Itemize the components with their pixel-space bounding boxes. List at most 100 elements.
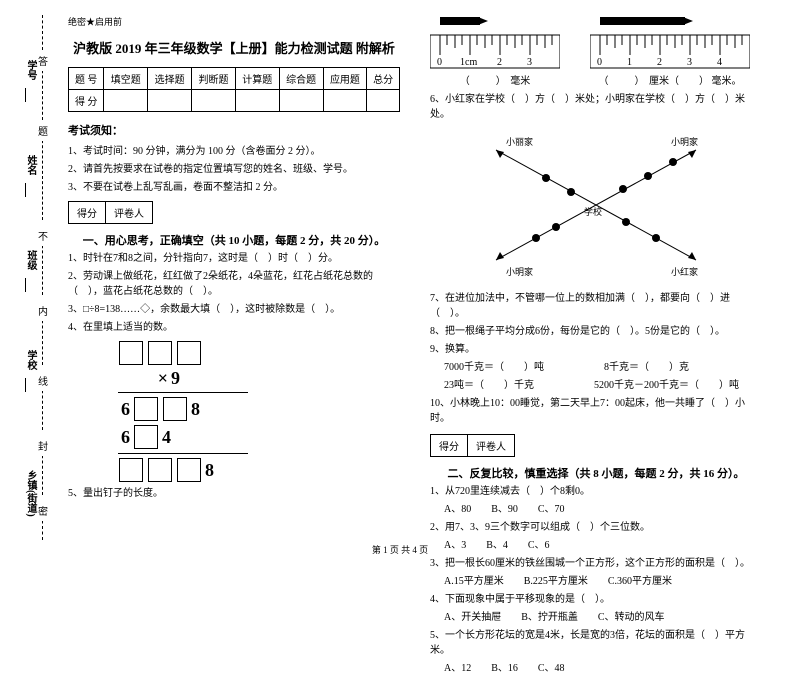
svg-text:学校: 学校 [584,206,602,217]
section1-title: 一、用心思考，正确填空（共 10 小题，每题 2 分，共 20 分）。 [68,232,400,248]
svg-text:1: 1 [627,57,632,68]
mult-9: 9 [171,368,180,389]
q9-row2: 23吨＝（ ）千克 5200千克－200千克＝（ ）吨 [444,378,762,393]
s2-q2: 2、用7、3、9三个数字可以组成（ ）个三位数。 [430,520,762,535]
s2-q3-opts: A.15平方厘米 B.225平方厘米 C.360平方厘米 [444,574,762,589]
blank-box[interactable] [177,458,201,482]
score-h: 填空题 [104,68,148,90]
grader-score: 得分 [431,435,468,456]
grader-score: 得分 [69,202,106,223]
ruler2-blank1[interactable]: （ ） [599,76,647,87]
dash-seg [42,15,43,50]
ruler1-unit: 毫米 [510,76,530,87]
q6: 6、小红家在学校（ ）方（ ）米处；小明家在学校（ ）方（ ）米处。 [430,92,762,122]
instructions-head: 考试须知： [68,122,400,138]
blank-box[interactable] [119,458,143,482]
score-cell[interactable] [148,90,192,112]
binding-char: 不 [38,225,48,246]
q2: 2、劳动课上做纸花，红红做了2朵纸花，4朵蓝花，红花占纸花总数的（ ），蓝花占纸… [68,269,400,299]
blank-box[interactable] [134,425,158,449]
class-field[interactable] [25,278,35,292]
mult-8: 8 [191,399,200,420]
svg-text:小明家: 小明家 [506,266,533,277]
score-cell[interactable] [235,90,279,112]
confidential-note: 绝密★启用前 [68,15,400,28]
dash-seg [42,385,43,430]
id-field[interactable] [25,88,35,102]
ruler2-unit-a: 厘米（ ） [649,76,709,87]
svg-text:小明家: 小明家 [671,136,698,147]
field-label-school: 学校 [23,350,38,370]
exam-title: 沪教版 2019 年三年级数学【上册】能力检测试题 附解析 [68,38,400,57]
binding-char: 题 [38,120,48,141]
score-cell[interactable] [323,90,367,112]
s2-q2-opts: A、3 B、4 C、6 [444,538,762,553]
ruler1-blank[interactable]: （ ） [460,76,508,87]
grader-name: 评卷人 [106,202,152,223]
blank-box[interactable] [177,341,201,365]
s2-q5-opts: A、12 B、16 C、48 [444,661,762,676]
s2-q5: 5、一个长方形花坛的宽是4米，长是宽的3倍，花坛的面积是（ ）平方米。 [430,628,762,658]
s2-q4: 4、下面现象中属于平移现象的是（ ）。 [430,592,762,607]
score-h: 应用题 [323,68,367,90]
dash-seg [42,240,43,295]
grader-box: 得分 评卷人 [68,201,153,224]
q9: 9、换算。 [430,342,762,357]
s2-q4-opts: A、开关抽屉 B、拧开瓶盖 C、转动的风车 [444,610,762,625]
s2-q3: 3、把一根长60厘米的铁丝围城一个正方形，这个正方形的面积是（ ）。 [430,556,762,571]
q4: 4、在里填上适当的数。 [68,320,400,335]
q7: 7、在进位加法中，不管哪一位上的数相加满（ ），都要向（ ）进（ ）。 [430,291,762,321]
mult-6: 6 [121,399,130,420]
svg-text:2: 2 [497,57,502,68]
dash-seg [42,450,43,495]
svg-text:3: 3 [687,57,692,68]
ruler-2: 0 1 2 3 4 （ ） 厘米（ ） 毫米。 [590,15,750,87]
dash-seg [42,135,43,220]
score-table: 题 号 填空题 选择题 判断题 计算题 综合题 应用题 总分 得 分 [68,67,400,112]
field-label-id: 学号 [23,60,38,80]
svg-text:2: 2 [657,57,662,68]
binding-margin: 答 题 不 内 线 封 密 学号 姓名 班级 学校 乡镇(街道) [0,0,55,540]
rulers: 0 1cm 2 3 （ ） 毫米 [430,15,762,87]
score-h: 计算题 [235,68,279,90]
grader-box-2: 得分 评卷人 [430,434,515,457]
score-cell[interactable] [367,90,400,112]
field-label-class: 班级 [23,250,38,270]
mult-line [118,392,248,393]
score-cell[interactable] [192,90,236,112]
name-field[interactable] [25,183,35,197]
svg-text:小丽家: 小丽家 [506,136,533,147]
blank-box[interactable] [148,341,172,365]
mult-6: 6 [121,427,130,448]
section2-title: 二、反复比较，慎重选择（共 8 小题，每题 2 分，共 16 分）。 [430,465,762,481]
q5: 5、量出钉子的长度。 [68,486,400,501]
compass-diagram: 小丽家 小明家 小明家 小红家 学校 [430,130,762,283]
score-cell: 得 分 [69,90,104,112]
q3: 3、□÷8=138……◇，余数最大填（ ），这时被除数是（ ）。 [68,302,400,317]
q8: 8、把一根绳子平均分成6份，每份是它的（ ）。5份是它的（ ）。 [430,324,762,339]
binding-char: 答 [38,50,48,71]
blank-box[interactable] [148,458,172,482]
q9-row1: 7000千克＝（ ）吨 8千克＝（ ）克 [444,360,762,375]
binding-char: 封 [38,435,48,456]
field-label-town: 乡镇(街道) [23,470,38,517]
blank-box[interactable] [134,397,158,421]
score-h: 题 号 [69,68,104,90]
blank-box[interactable] [163,397,187,421]
grader-name: 评卷人 [468,435,514,456]
mult-sign: × [118,368,168,389]
svg-text:0: 0 [597,57,602,68]
instruction: 3、不要在试卷上乱写乱画，卷面不整洁扣 2 分。 [68,178,400,193]
svg-text:小红家: 小红家 [671,266,698,277]
svg-text:1cm: 1cm [460,57,477,68]
score-cell[interactable] [279,90,323,112]
score-h: 总分 [367,68,400,90]
score-cell[interactable] [104,90,148,112]
school-field[interactable] [25,378,35,392]
binding-char: 内 [38,300,48,321]
mult-line [118,453,248,454]
dash-seg [42,65,43,120]
blank-box[interactable] [119,341,143,365]
binding-char: 密 [38,500,48,521]
field-label-name: 姓名 [23,155,38,175]
